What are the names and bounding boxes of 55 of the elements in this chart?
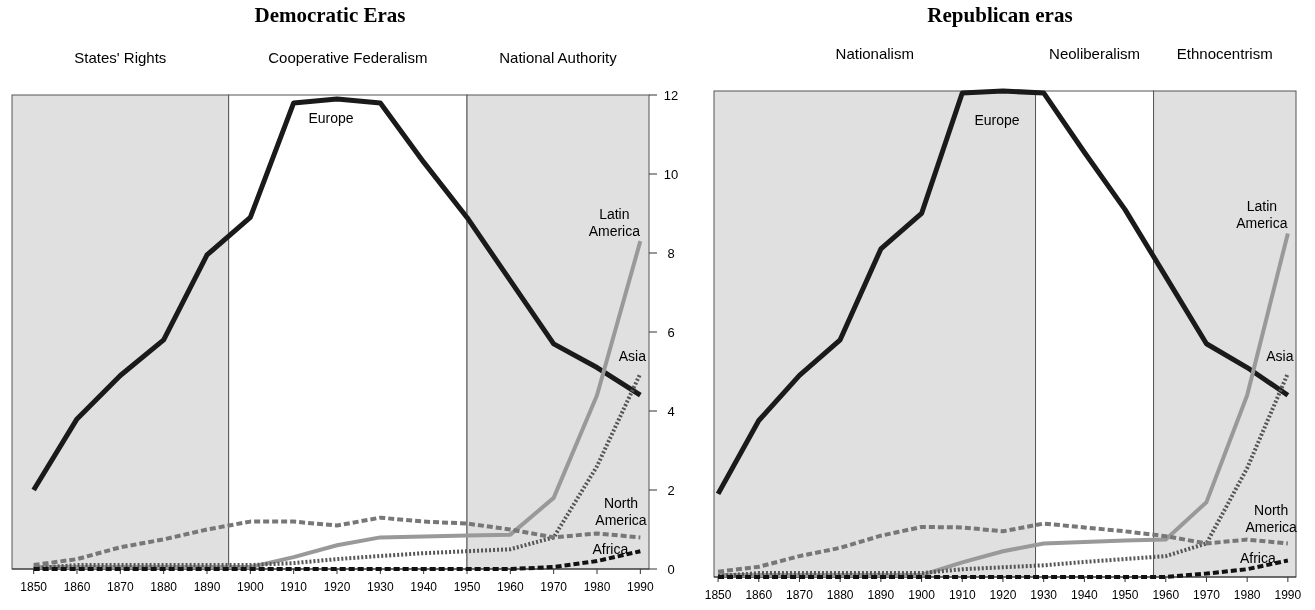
x-tick-label: 1980 <box>1233 588 1261 602</box>
x-tick-label: 1930 <box>1030 588 1058 602</box>
band-label: Ethnocentrism <box>1176 45 1273 62</box>
x-tick-label: 1970 <box>1193 588 1221 602</box>
x-tick-label: 1900 <box>908 588 936 602</box>
x-tick-label: 1960 <box>1152 588 1180 602</box>
x-tick-label: 1960 <box>496 580 524 594</box>
x-tick-label: 1940 <box>1071 588 1099 602</box>
x-tick-label: 1880 <box>150 580 178 594</box>
series-label: Africa <box>592 541 629 558</box>
y-tick-label: 12 <box>663 88 679 103</box>
x-tick-label: 1870 <box>786 588 814 602</box>
x-tick-label: 1890 <box>193 580 221 594</box>
y-tick-label: 10 <box>663 167 679 182</box>
x-tick-label: 1890 <box>867 588 895 602</box>
x-tick-label: 1920 <box>989 588 1017 602</box>
y-tick-label: 6 <box>667 325 675 340</box>
series-label: North America <box>595 495 647 529</box>
series-label: Africa <box>1239 550 1276 567</box>
band-label: Neoliberalism <box>1049 45 1140 62</box>
x-tick-label: 1880 <box>826 588 854 602</box>
band-label: National Authority <box>499 49 618 66</box>
x-tick-label: 1950 <box>453 580 481 594</box>
y-tick-label: 4 <box>667 404 675 419</box>
x-tick-label: 1910 <box>280 580 308 594</box>
series-label: Asia <box>618 348 647 365</box>
chart-title: Republican eras <box>927 3 1073 27</box>
x-tick-label: 1990 <box>1274 588 1302 602</box>
band-label: States' Rights <box>74 49 167 66</box>
x-tick-label: 1940 <box>410 580 438 594</box>
band-label: Cooperative Federalism <box>268 49 428 66</box>
x-tick-label: 1860 <box>745 588 773 602</box>
x-tick-label: 1970 <box>540 580 568 594</box>
series-label: Europe <box>974 112 1020 128</box>
x-tick-label: 1990 <box>626 580 654 594</box>
y-tick-label: 2 <box>667 483 675 498</box>
x-tick-label: 1870 <box>106 580 134 594</box>
band-label: Nationalism <box>835 45 914 62</box>
series-label: Latin America <box>1236 198 1288 232</box>
x-tick-label: 1900 <box>236 580 264 594</box>
x-tick-label: 1950 <box>1111 588 1139 602</box>
x-tick-label: 1910 <box>948 588 976 602</box>
x-tick-label: 1980 <box>583 580 611 594</box>
y-tick-label: 8 <box>667 246 675 261</box>
y-tick-label: 0 <box>667 562 675 577</box>
chart-title: Democratic Eras <box>254 3 406 27</box>
series-label: Asia <box>1266 348 1294 365</box>
x-tick-label: 1860 <box>63 580 91 594</box>
x-tick-label: 1850 <box>20 580 48 594</box>
x-tick-label: 1850 <box>704 588 732 602</box>
x-tick-label: 1930 <box>366 580 394 594</box>
series-label: Latin America <box>588 206 641 240</box>
series-label: North America <box>1245 501 1298 535</box>
series-label: Europe <box>308 109 354 126</box>
x-tick-label: 1920 <box>323 580 351 594</box>
